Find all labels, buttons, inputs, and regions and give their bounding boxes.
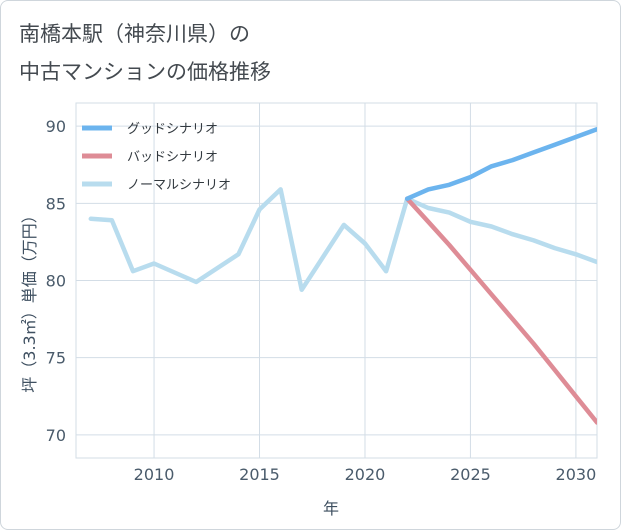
chart-title-line-1: 南橋本駅（神奈川県）の — [19, 22, 250, 46]
x-tick-label: 2020 — [345, 465, 386, 484]
y-tick-label: 90 — [46, 117, 66, 136]
x-tick-label: 2010 — [134, 465, 175, 484]
x-tick-label: 2025 — [450, 465, 491, 484]
x-tick-label: 2015 — [239, 465, 280, 484]
y-axis-label: 坪（3.3㎡）単価（万円） — [20, 207, 39, 392]
series-line-good — [404, 126, 597, 201]
series-line-bad — [404, 196, 597, 425]
series-line-normal — [88, 187, 597, 293]
y-tick-label: 85 — [46, 194, 66, 213]
y-tick-label: 75 — [46, 349, 66, 368]
y-tick-label: 70 — [46, 426, 66, 445]
series-lines — [88, 126, 597, 425]
chart-title: 南橋本駅（神奈川県）の 中古マンションの価格推移 — [19, 15, 271, 91]
tick-labels: 2010 2015 2020 2025 2030 70 75 80 85 90 — [46, 117, 597, 484]
x-axis-label: 年 — [323, 499, 339, 518]
chart-title-line-2: 中古マンションの価格推移 — [19, 60, 271, 84]
legend-label: バッドシナリオ — [127, 150, 218, 165]
legend-label: ノーマルシナリオ — [127, 178, 231, 193]
y-tick-label: 80 — [46, 272, 66, 291]
x-tick-label: 2030 — [556, 465, 597, 484]
legend-label: グッドシナリオ — [127, 122, 218, 137]
